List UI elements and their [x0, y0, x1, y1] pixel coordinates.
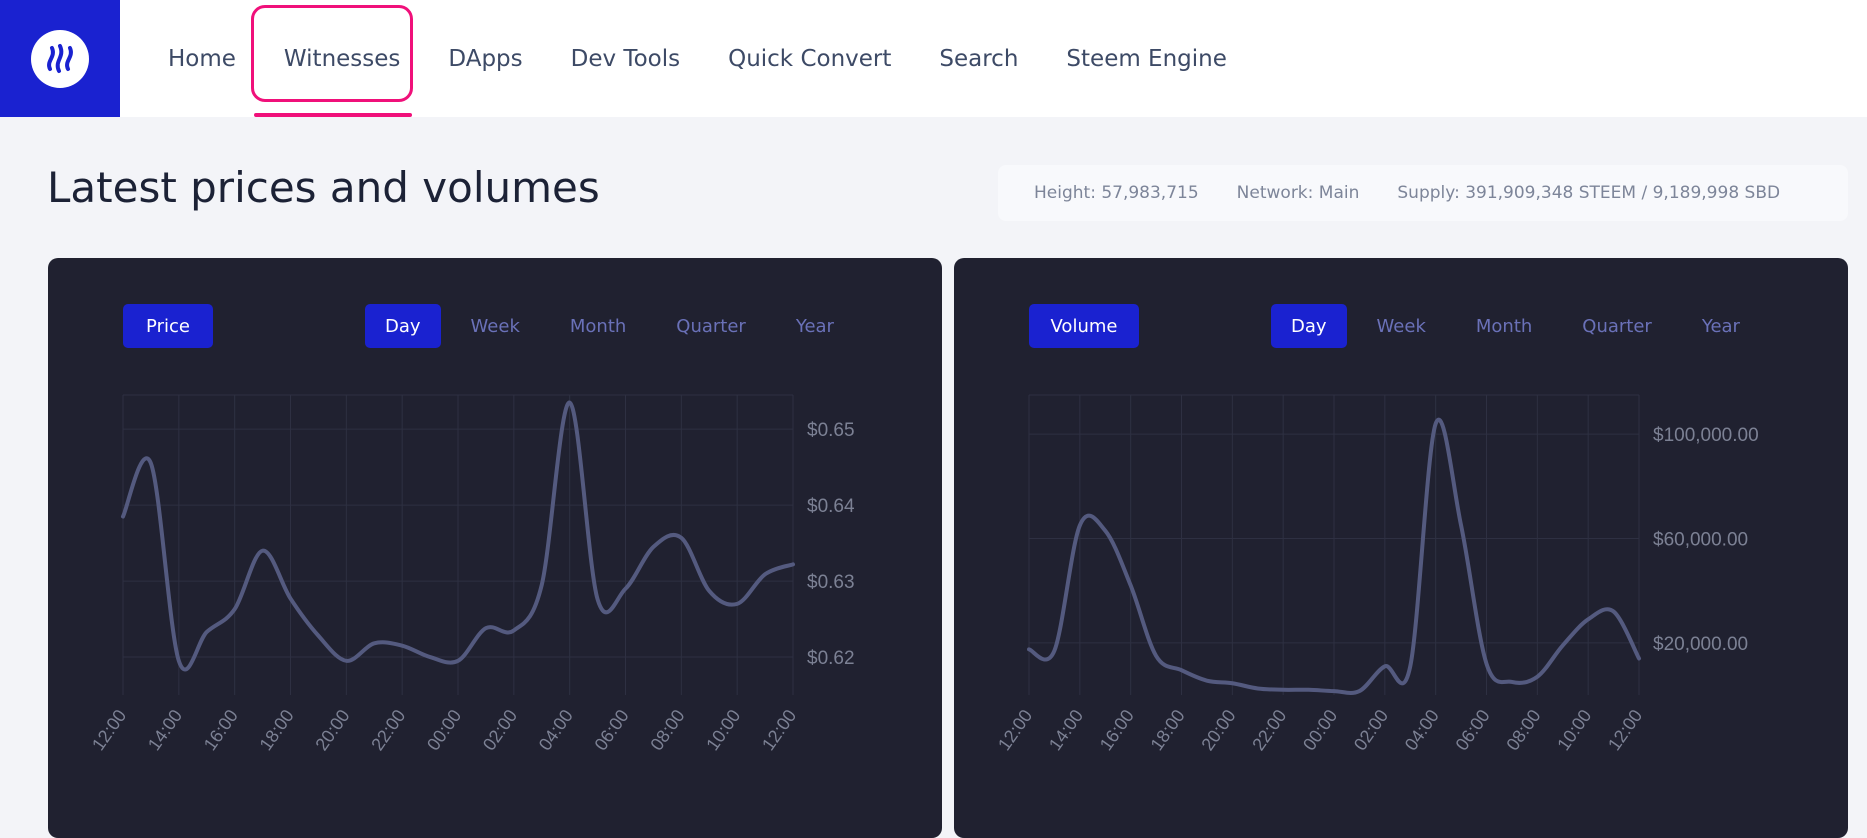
price-range-week[interactable]: Week [470, 315, 520, 337]
price-x-tick-label: 20:00 [311, 706, 353, 754]
nav-quick-convert[interactable]: Quick Convert [728, 45, 892, 72]
volume-x-tick-label: 22:00 [1248, 706, 1290, 754]
volume-x-tick-label: 14:00 [1045, 706, 1087, 754]
nav-dapps[interactable]: DApps [448, 45, 523, 72]
price-x-tick-label: 14:00 [144, 706, 186, 754]
nav-steem-engine[interactable]: Steem Engine [1066, 45, 1227, 72]
supply-info: Supply: 391,909,348 STEEM / 9,189,998 SB… [1397, 183, 1781, 203]
volume-range-year[interactable]: Year [1701, 315, 1740, 337]
volume-x-tick-label: 06:00 [1452, 706, 1494, 754]
chain-stats-bar: Height: 57,983,715 Network: Main Supply:… [998, 165, 1848, 221]
volume-range-day[interactable]: Day [1271, 304, 1347, 348]
price-chart: $0.65 $0.64 $0.63 $0.62 12:00 14:00 16:00 18:00… [88, 394, 855, 754]
price-x-tick-label: 16:00 [200, 706, 242, 754]
price-x-tick-label: 00:00 [423, 706, 465, 754]
volume-x-tick-label: 08:00 [1502, 706, 1544, 754]
price-range-day[interactable]: Day [365, 304, 441, 348]
active-nav-underline [254, 113, 412, 117]
volume-x-tick-label: 00:00 [1299, 706, 1341, 754]
price-x-tick-label: 06:00 [591, 706, 633, 754]
page-title: Latest prices and volumes [47, 163, 600, 212]
price-x-tick-label: 12:00 [88, 706, 130, 754]
price-chart-panel: Price Day Week Month Quarter Year $0.65 $… [48, 258, 942, 838]
volume-series-line [1027, 418, 1641, 695]
price-x-tick-label: 02:00 [479, 706, 521, 754]
volume-y-tick-label: $20,000.00 [1653, 634, 1748, 655]
volume-range-month[interactable]: Month [1475, 315, 1533, 337]
price-y-tick-label: $0.62 [807, 648, 855, 669]
logo[interactable] [0, 0, 120, 117]
price-x-tick-label: 08:00 [646, 706, 688, 754]
volume-range-quarter[interactable]: Quarter [1582, 315, 1652, 337]
price-x-tick-label: 12:00 [758, 706, 800, 754]
volume-chart-panel: Volume Day Week Month Quarter Year $100,… [954, 258, 1848, 838]
volume-x-tick-label: 18:00 [1147, 706, 1189, 754]
price-metric-button[interactable]: Price [123, 304, 213, 348]
volume-range-tabs: Day Week Month Quarter Year [1271, 304, 1770, 348]
nav-dev-tools[interactable]: Dev Tools [570, 45, 681, 72]
top-navigation-bar: Home Witnesses DApps Dev Tools Quick Con… [0, 0, 1867, 117]
volume-x-tick-label: 12:00 [994, 706, 1036, 754]
nav-home[interactable]: Home [168, 45, 236, 72]
price-y-tick-label: $0.63 [807, 572, 855, 593]
price-x-tick-label: 18:00 [256, 706, 298, 754]
volume-x-tick-label: 10:00 [1553, 706, 1595, 754]
volume-range-week[interactable]: Week [1376, 315, 1426, 337]
price-x-tick-label: 04:00 [535, 706, 577, 754]
block-height: Height: 57,983,715 [1034, 183, 1199, 203]
volume-x-tick-label: 20:00 [1197, 706, 1239, 754]
price-range-year[interactable]: Year [795, 315, 834, 337]
volume-y-tick-label: $60,000.00 [1653, 529, 1748, 550]
steem-logo-icon [31, 29, 89, 88]
volume-x-tick-label: 12:00 [1604, 706, 1646, 754]
price-x-tick-label: 10:00 [702, 706, 744, 754]
nav-search[interactable]: Search [939, 45, 1019, 72]
price-range-month[interactable]: Month [569, 315, 627, 337]
price-x-tick-label: 22:00 [367, 706, 409, 754]
volume-y-tick-label: $100,000.00 [1653, 425, 1759, 446]
price-range-quarter[interactable]: Quarter [676, 315, 746, 337]
price-y-tick-label: $0.64 [807, 496, 855, 517]
volume-x-tick-label: 02:00 [1350, 706, 1392, 754]
network-info: Network: Main [1236, 183, 1360, 203]
price-range-tabs: Day Week Month Quarter Year [365, 304, 864, 348]
price-series-line [121, 400, 795, 672]
volume-x-tick-label: 16:00 [1096, 706, 1138, 754]
main-nav: Home Witnesses DApps Dev Tools Quick Con… [144, 0, 1251, 117]
nav-witnesses[interactable]: Witnesses [283, 45, 401, 72]
volume-x-tick-label: 04:00 [1401, 706, 1443, 754]
price-y-tick-label: $0.65 [807, 420, 855, 441]
volume-metric-button[interactable]: Volume [1029, 304, 1139, 348]
